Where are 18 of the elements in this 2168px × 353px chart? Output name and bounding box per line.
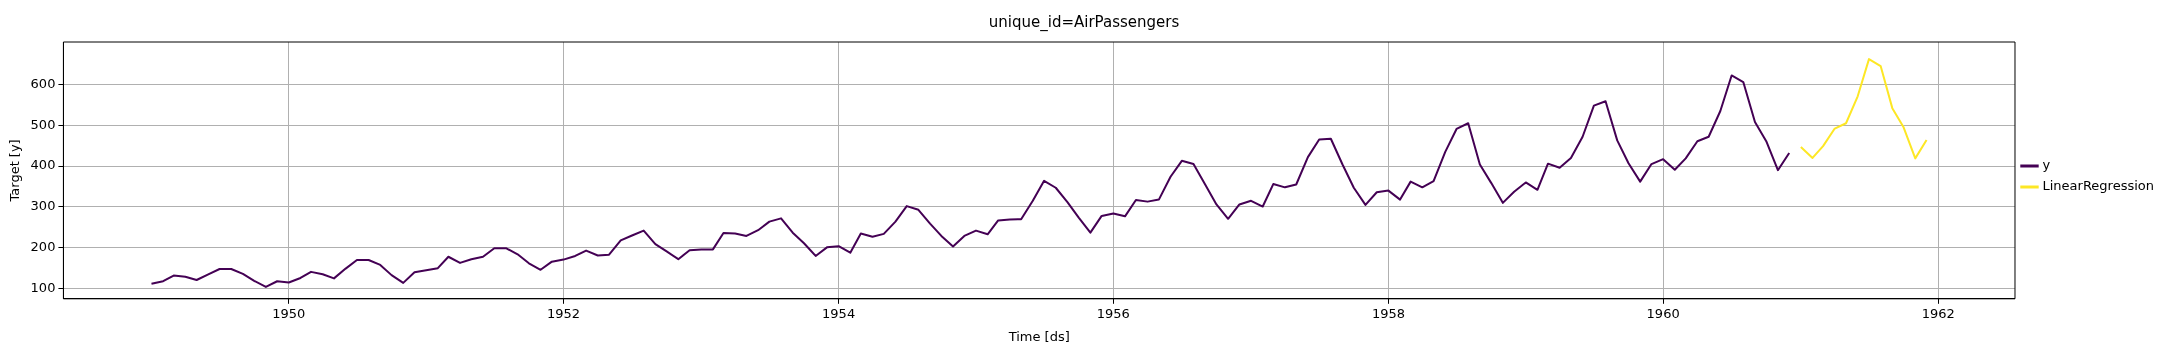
x-tick-label: 1952 — [546, 305, 581, 321]
x-tick-label: 1960 — [1646, 305, 1680, 321]
legend-label: y — [2042, 157, 2051, 173]
x-tick-label: 1956 — [1096, 305, 1130, 321]
x-tick-label: 1958 — [1371, 305, 1405, 321]
y-axis-title: Target [y] — [7, 139, 23, 203]
x-tick-label: 1954 — [822, 305, 856, 321]
x-tick-label: 1962 — [1921, 305, 1955, 321]
x-tick-label: 1950 — [272, 305, 306, 321]
x-axis-title: Time [ds] — [1007, 328, 1070, 344]
y-tick-label: 100 — [30, 279, 56, 295]
y-tick-label: 200 — [30, 239, 56, 255]
y-tick-label: 500 — [30, 116, 56, 132]
y-tick-label: 300 — [30, 198, 56, 214]
y-tick-label: 600 — [30, 75, 56, 91]
legend-label: LinearRegression — [2042, 178, 2155, 194]
chart-title: unique_id=AirPassengers — [988, 12, 1180, 32]
y-tick-label: 400 — [30, 157, 56, 173]
